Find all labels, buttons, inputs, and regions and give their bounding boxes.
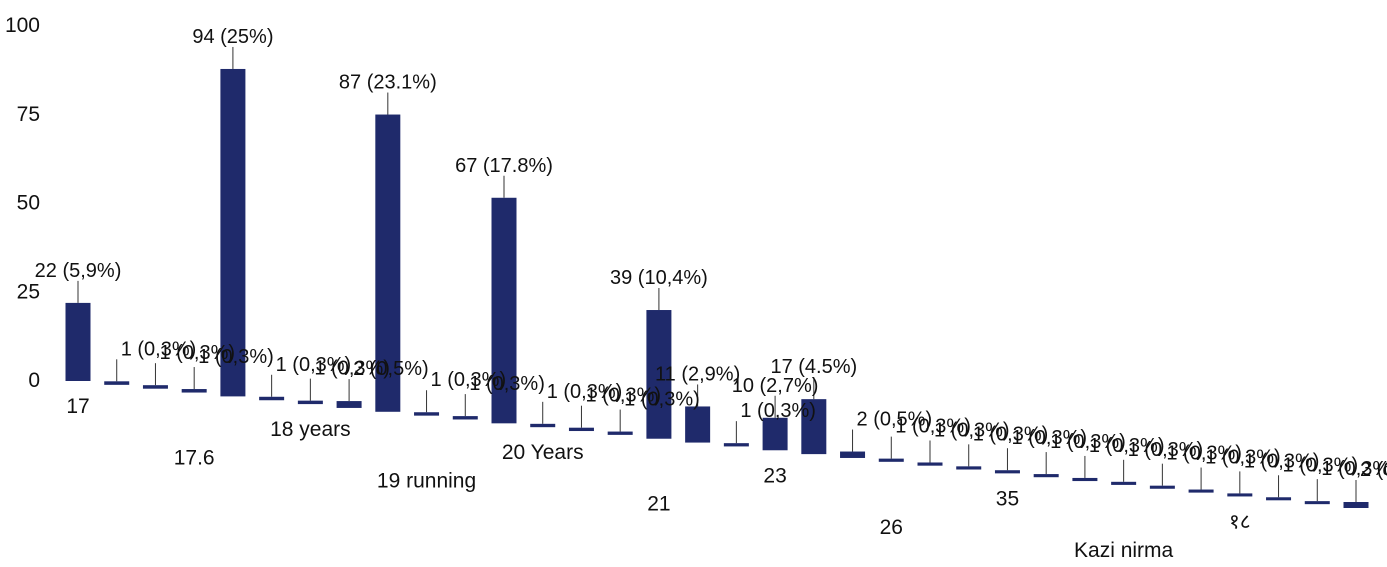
bar — [104, 381, 130, 385]
data-labels: 22 (5,9%)1 (0,3%)1 (0,3%)1 (0,3%)94 (25%… — [35, 26, 1387, 481]
bar-data-label: 1 (0,3%) — [469, 373, 545, 395]
bar — [607, 431, 633, 435]
bar-data-label: 87 (23.1%) — [339, 72, 437, 94]
bar — [297, 400, 323, 405]
x-tick-label: 19 running — [377, 470, 476, 493]
bar — [259, 396, 285, 401]
bar — [1343, 502, 1369, 508]
bar — [181, 389, 207, 393]
bar-data-label: 1 (0,3%) — [547, 381, 623, 403]
bar — [723, 443, 749, 447]
bar-data-label: 67 (17.8%) — [455, 155, 553, 177]
bar-data-label: 1 (0,3%) — [1244, 450, 1320, 472]
bar-data-label: 1 (0,3%) — [431, 369, 507, 391]
x-tick-label: 23 — [763, 464, 786, 487]
bar-data-label: 39 (10,4%) — [610, 267, 708, 289]
bar-data-label: 1 (0,3%) — [1089, 435, 1165, 457]
bar — [801, 399, 827, 455]
bar-data-label: 1 (0,3%) — [895, 416, 971, 438]
bar — [685, 406, 711, 443]
bar — [336, 401, 362, 408]
data-label-leader-lines — [77, 46, 1357, 502]
bar — [491, 197, 517, 424]
bar-data-label: 1 (0,3%) — [159, 342, 235, 364]
bar-data-label: 1 (0,3%) — [934, 419, 1010, 441]
y-tick-label: 50 — [17, 192, 40, 215]
x-tick-label: 17.6 — [174, 447, 215, 470]
bar — [568, 427, 594, 432]
x-tick-label: 17 — [66, 395, 89, 418]
y-tick-label: 100 — [5, 14, 40, 37]
bar — [414, 412, 440, 416]
bar-data-label: 1 (0,3%) — [624, 389, 700, 411]
bar-data-label: 1 (0,3%) — [1011, 427, 1087, 449]
bar-data-label: 17 (4.5%) — [770, 356, 857, 378]
x-tick-label: 20 Years — [502, 441, 584, 464]
x-tick-label: 18 years — [270, 418, 351, 441]
bar — [65, 302, 91, 381]
bar-data-label: 10 (2,7%) — [732, 375, 819, 397]
bar-data-label: 1 (0,3%) — [1128, 439, 1204, 461]
y-axis: 0 25 50 75 100 — [5, 14, 40, 392]
bar — [1033, 474, 1059, 478]
bar — [956, 466, 982, 470]
x-axis: 17 17.6 18 years 19 running 20 Years 21 23 26 35… — [66, 395, 1250, 562]
bar-data-label: 1 (0,3%) — [973, 423, 1049, 445]
bar-data-label: 2 (0,5%) — [353, 358, 429, 380]
x-tick-label: 26 — [880, 516, 903, 539]
bar-data-label: 2 (0,5%) — [1360, 459, 1387, 481]
bar — [917, 462, 943, 466]
bar-data-label: 1 (0,3%) — [314, 358, 390, 380]
x-tick-label: Kazi nirma — [1074, 539, 1174, 562]
bar-data-label: 1 (0,3%) — [1166, 443, 1242, 465]
bar — [840, 451, 866, 458]
bar-data-label: 1 (0,3%) — [585, 385, 661, 407]
bar — [1149, 485, 1175, 489]
bar-data-label: 1 (0,3%) — [121, 338, 197, 360]
y-tick-label: 0 — [28, 369, 40, 392]
bar — [762, 417, 788, 451]
bar-data-label: 1 (0,3%) — [740, 400, 816, 422]
bar — [646, 310, 672, 439]
bar — [220, 68, 246, 397]
bars — [65, 68, 1369, 508]
x-tick-label: 35 — [996, 487, 1019, 510]
bar — [1304, 501, 1330, 505]
bar — [1227, 493, 1253, 497]
bar — [375, 114, 401, 412]
bar-data-label: 1 (0,3%) — [276, 354, 352, 376]
bar — [994, 470, 1020, 474]
x-tick-label: 21 — [647, 493, 670, 516]
bar-data-label: 2 (0,5%) — [857, 409, 933, 431]
bar — [142, 385, 168, 389]
bar-data-label: 1 (0,3%) — [1205, 447, 1281, 469]
bar — [1188, 489, 1214, 493]
bar-data-label: 94 (25%) — [192, 26, 273, 48]
x-tick-label: १८ — [1229, 510, 1251, 533]
y-tick-label: 75 — [17, 103, 40, 126]
bar — [878, 458, 904, 462]
bar-data-label: 11 (2,9%) — [655, 363, 740, 385]
bar-data-label: 1 (0,3%) — [1283, 454, 1359, 476]
bar — [1266, 497, 1292, 501]
bar — [530, 423, 556, 428]
bar — [1111, 481, 1137, 485]
bar-data-label: 1 (0,3%) — [198, 346, 274, 368]
bar-data-label: 22 (5,9%) — [35, 260, 122, 282]
bar-data-label: 1 (0,3%) — [1321, 458, 1387, 480]
bar — [1072, 477, 1098, 482]
bar — [452, 416, 478, 420]
bar-data-label: 1 (0,3%) — [1050, 431, 1126, 453]
y-tick-label: 25 — [17, 280, 40, 303]
